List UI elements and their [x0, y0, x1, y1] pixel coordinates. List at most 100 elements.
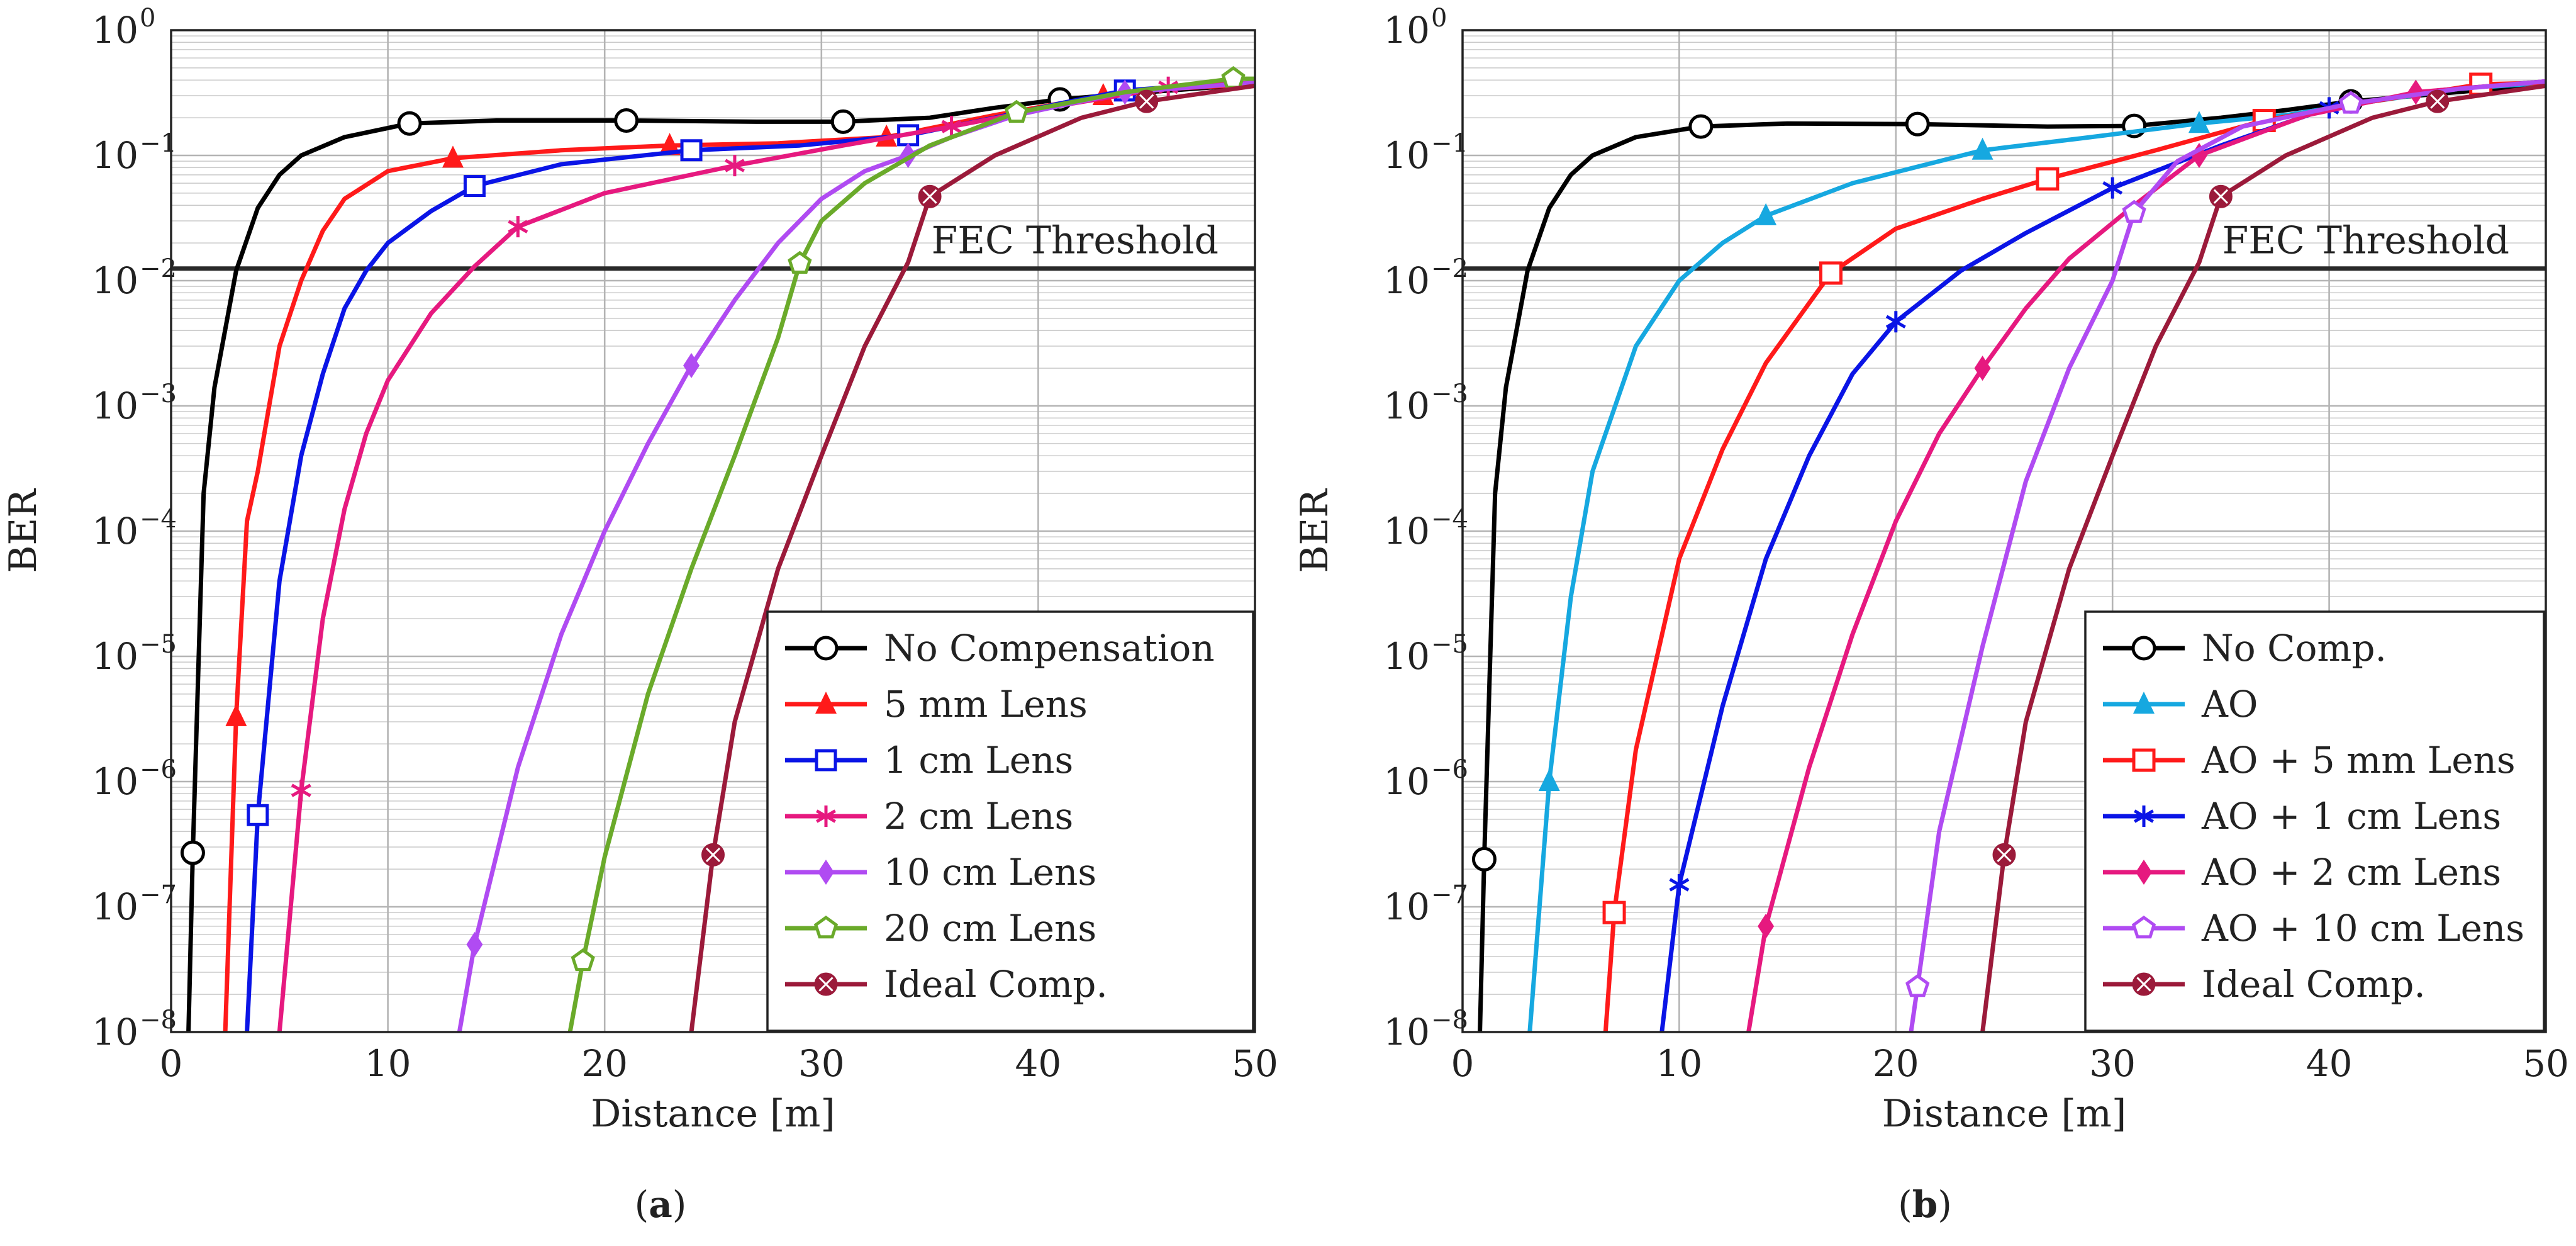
legend-label: 2 cm Lens: [884, 795, 1073, 838]
y-tick-exponent: −4: [140, 505, 177, 534]
data-point: [463, 175, 486, 198]
y-tick-label: 10 −6: [1383, 755, 1468, 803]
y-tick-label: 10 −8: [92, 1006, 177, 1053]
axes-frame: [170, 29, 1256, 1033]
legend-label: 1 cm Lens: [884, 739, 1073, 782]
data-point: [1905, 111, 1930, 137]
caption-b: (b): [1898, 1183, 1952, 1226]
series-line: [1980, 83, 2546, 1032]
legend-b: No Comp. AO AO + 5 mm Lens AO + 1 cm Lens AO…: [2084, 610, 2545, 1032]
legend-label: 10 cm Lens: [884, 851, 1096, 894]
data-point: [1755, 203, 1777, 225]
y-tick-exponent: −6: [1431, 755, 1468, 784]
data-point: [180, 840, 205, 865]
y-axis-label: BER: [1293, 488, 1337, 573]
y-tick-base: 10: [1383, 885, 1430, 928]
y-tick-exponent: −5: [1431, 630, 1468, 659]
data-point: [1819, 261, 1843, 285]
data-point: [1669, 873, 1690, 895]
y-tick-base: 10: [1383, 635, 1430, 678]
data-point: [2122, 199, 2146, 223]
legend-marker-cross: [2136, 977, 2151, 992]
y-tick-base: 10: [92, 134, 138, 177]
axes-frame: [1461, 29, 2547, 1033]
y-tick-base: 10: [1383, 259, 1430, 302]
fec-threshold-label: FEC Threshold: [2222, 219, 2509, 263]
y-tick-label: 10 −8: [1383, 1006, 1468, 1053]
legend-label: AO: [2201, 683, 2258, 726]
legend-a: No Compensation 5 mm Lens 1 cm Lens 2 cm Le…: [766, 610, 1254, 1032]
data-point: [247, 804, 269, 826]
legend-marker: [2133, 692, 2155, 714]
y-tick-exponent: −1: [1431, 129, 1468, 158]
data-point: [2188, 111, 2210, 133]
x-tick-label: 50: [2523, 1042, 2569, 1085]
y-tick-base: 10: [1383, 384, 1430, 427]
x-tick-label: 40: [1015, 1042, 1061, 1085]
y-tick-label: 10 −3: [92, 379, 177, 427]
x-tick-label: 30: [798, 1042, 845, 1085]
legend-marker: [2134, 805, 2154, 827]
legend-marker: [818, 860, 834, 885]
data-point: [508, 216, 528, 238]
data-point: [466, 931, 483, 957]
data-point-cross: [1139, 94, 1154, 109]
y-tick-label: 10 0: [1383, 4, 1447, 52]
y-tick-exponent: −1: [140, 129, 177, 158]
y-tick-base: 10: [1383, 134, 1430, 177]
data-point: [291, 780, 311, 802]
series-b-6: [1980, 83, 2546, 1032]
legend-box: [2084, 610, 2545, 1032]
x-tick-label: 10: [365, 1042, 411, 1085]
data-point: [1974, 356, 1991, 381]
y-tick-label: 10 −2: [1383, 254, 1468, 302]
data-point-cross: [1997, 847, 2012, 863]
data-point-cross: [2213, 189, 2229, 204]
legend-box: [766, 610, 1254, 1032]
y-tick-base: 10: [92, 9, 138, 52]
data-point: [659, 133, 681, 155]
legend-label: 20 cm Lens: [884, 907, 1096, 950]
y-tick-label: 10 −3: [1383, 379, 1468, 427]
y-tick-base: 10: [1383, 1011, 1430, 1053]
y-tick-base: 10: [92, 510, 138, 553]
legend-marker: [2131, 915, 2156, 939]
y-axis-label: BER: [1, 488, 45, 573]
y-tick-base: 10: [92, 1011, 138, 1053]
x-tick-label: 30: [2089, 1042, 2136, 1085]
y-tick-base: 10: [92, 885, 138, 928]
series-a-6: [689, 83, 1255, 1032]
data-point: [1688, 114, 1714, 139]
x-tick-label: 40: [2306, 1042, 2353, 1085]
legend-label: No Comp.: [2202, 627, 2387, 670]
data-point: [2407, 79, 2424, 105]
data-point: [1471, 846, 1497, 872]
series-line: [689, 83, 1255, 1032]
y-tick-label: 10 −1: [1383, 129, 1468, 177]
data-point: [2102, 177, 2123, 199]
y-tick-exponent: −7: [1431, 880, 1468, 909]
data-point: [571, 948, 595, 972]
legend-marker: [815, 749, 837, 772]
data-point: [1905, 974, 1930, 997]
data-point: [2338, 91, 2363, 114]
series-b-5: [1905, 79, 2546, 1032]
x-tick-label: 20: [1873, 1042, 1919, 1085]
y-tick-label: 10 −2: [92, 254, 177, 302]
legend-marker: [813, 915, 839, 939]
y-tick-label: 10 0: [92, 4, 155, 52]
data-point: [724, 155, 745, 177]
data-point: [1885, 311, 1906, 333]
y-tick-exponent: −7: [140, 880, 177, 909]
y-tick-base: 10: [92, 760, 138, 803]
y-tick-base: 10: [1383, 760, 1430, 803]
y-tick-base: 10: [1383, 510, 1430, 553]
legend-marker: [2136, 860, 2152, 885]
y-tick-label: 10 −4: [1383, 505, 1468, 553]
data-point: [1758, 913, 1775, 939]
y-tick-exponent: 0: [1431, 4, 1447, 33]
legend-label: AO + 1 cm Lens: [2201, 795, 2501, 838]
legend-marker: [815, 692, 837, 714]
x-axis-label: Distance [m]: [1882, 1092, 2127, 1136]
